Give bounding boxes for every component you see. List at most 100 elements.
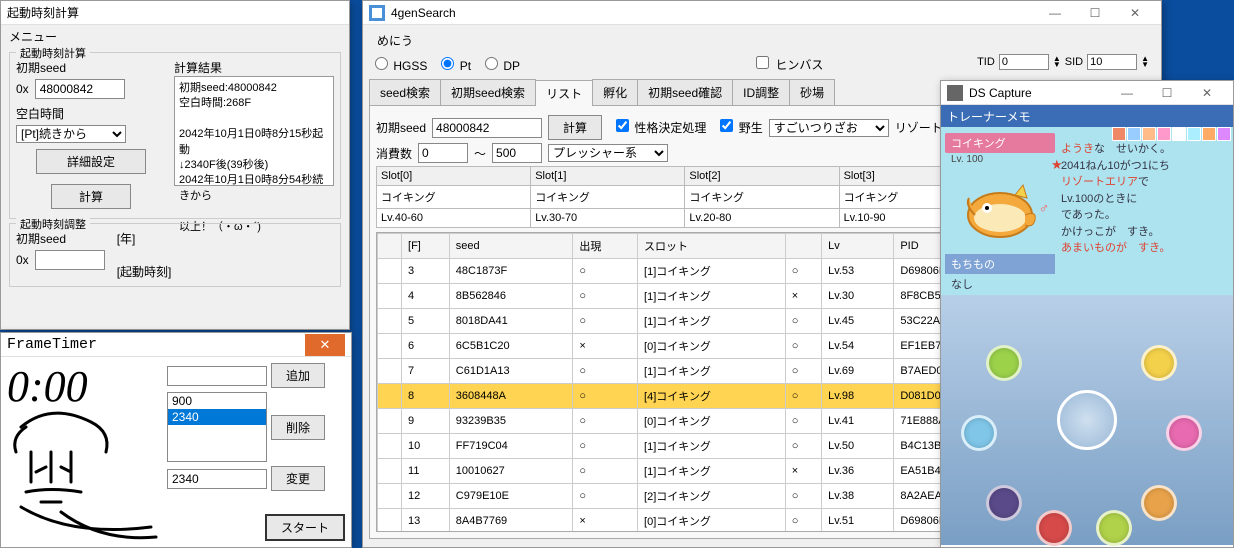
grid-cell: ○ — [573, 434, 638, 459]
menu[interactable]: めにう — [369, 29, 1155, 52]
list-item[interactable]: 2340 — [168, 409, 266, 425]
titlebar[interactable]: FrameTimer ✕ — [1, 333, 351, 357]
center-circle[interactable] — [1057, 390, 1117, 450]
menu-circle-3[interactable] — [1166, 415, 1202, 451]
grid-cell — [378, 259, 402, 284]
grid-cell: × — [573, 334, 638, 359]
grid-cell: × — [573, 509, 638, 533]
frame-input[interactable] — [167, 366, 267, 386]
add-button[interactable]: 追加 — [271, 363, 325, 388]
doodle-icon — [1, 397, 161, 547]
grid-cell: [0]コイキング — [638, 409, 786, 434]
calc-button[interactable]: 計算 — [51, 184, 131, 209]
consume-to-input[interactable] — [492, 143, 542, 163]
spinner-icon[interactable]: ▲▼ — [1141, 56, 1149, 68]
menu-circle-0[interactable] — [986, 345, 1022, 381]
change-button[interactable]: 変更 — [271, 466, 325, 491]
grid-cell — [378, 509, 402, 533]
pokemon-name: コイキング — [951, 138, 1006, 150]
grid-header[interactable] — [785, 234, 821, 259]
menu-circle-5[interactable] — [1141, 485, 1177, 521]
minimize-button[interactable]: — — [1107, 81, 1147, 105]
grid-header[interactable]: [F] — [402, 234, 450, 259]
slot-cell: Lv.30-70 — [531, 209, 685, 228]
resort-label: リゾート — [895, 119, 943, 136]
menu-circle-2[interactable] — [961, 415, 997, 451]
grid-header[interactable]: seed — [449, 234, 573, 259]
tab-1[interactable]: 初期seed検索 — [440, 79, 536, 105]
grid-cell: 11 — [402, 459, 450, 484]
detail-settings-button[interactable]: 詳細設定 — [36, 149, 146, 174]
tab-5[interactable]: ID調整 — [732, 79, 790, 105]
initial-seed-input[interactable] — [432, 118, 542, 138]
item-label: もちもの — [945, 254, 1055, 274]
grid-cell: 12 — [402, 484, 450, 509]
menu-circle-7[interactable] — [1096, 510, 1132, 546]
grid-cell: C979E10E — [449, 484, 573, 509]
nature-decide-checkbox[interactable]: 性格決定処理 — [608, 119, 706, 136]
minimize-button[interactable]: — — [1035, 1, 1075, 25]
sid-input[interactable] — [1087, 54, 1137, 70]
memo-line: 2041ねん10がつ1にち — [1061, 158, 1229, 175]
menu-circle-4[interactable] — [986, 485, 1022, 521]
blank-time-select[interactable]: [Pt]続きから — [16, 125, 126, 143]
radio-pt[interactable]: Pt — [435, 57, 471, 73]
memo-line: リゾートエリアで — [1061, 174, 1229, 191]
consume-from-input[interactable] — [418, 143, 468, 163]
fishing-select[interactable]: すごいつりざお — [769, 119, 889, 137]
start-button[interactable]: スタート — [265, 514, 345, 541]
close-button[interactable]: ✕ — [1187, 81, 1227, 105]
initial-seed-input[interactable] — [35, 79, 125, 99]
memo-text: ★ ようきな せいかく。2041ねん10がつ1にちリゾートエリアでLv.100の… — [1061, 141, 1229, 257]
hinbasu-checkbox[interactable]: ヒンバス — [736, 56, 823, 73]
tab-4[interactable]: 初期seed確認 — [637, 79, 733, 105]
wild-checkbox[interactable]: 野生 — [712, 119, 762, 136]
tid-input[interactable] — [999, 54, 1049, 70]
grid-header[interactable]: 出現 — [573, 234, 638, 259]
spinner-icon[interactable]: ▲▼ — [1053, 56, 1061, 68]
grid-header[interactable]: Lv — [822, 234, 894, 259]
grid-cell: ○ — [785, 509, 821, 533]
tab-3[interactable]: 孵化 — [592, 79, 638, 105]
close-button[interactable]: ✕ — [1115, 1, 1155, 25]
grid-header[interactable]: スロット — [638, 234, 786, 259]
pokemon-panel: コイキング Lv. 100 ♂ もちもの なし — [945, 133, 1055, 294]
tab-0[interactable]: seed検索 — [369, 79, 441, 105]
slot-header: Slot[2] — [685, 167, 839, 186]
calc-button[interactable]: 計算 — [548, 115, 602, 140]
maximize-button[interactable]: ☐ — [1147, 81, 1187, 105]
initial-seed-label: 初期seed — [376, 119, 426, 136]
tab-6[interactable]: 砂場 — [789, 79, 835, 105]
grid-cell: ○ — [785, 309, 821, 334]
radio-dp[interactable]: DP — [479, 57, 520, 73]
hex-prefix: 0x — [16, 82, 29, 96]
grid-cell: ○ — [573, 359, 638, 384]
grid-cell — [378, 334, 402, 359]
menu-circle-1[interactable] — [1141, 345, 1177, 381]
grid-cell: Lv.41 — [822, 409, 894, 434]
grid-cell: Lv.51 — [822, 509, 894, 533]
tab-2[interactable]: リスト — [535, 80, 593, 106]
close-button[interactable]: ✕ — [305, 334, 345, 356]
frame-edit-input[interactable] — [167, 469, 267, 489]
titlebar[interactable]: 起動時刻計算 — [1, 1, 349, 25]
grid-cell: 7 — [402, 359, 450, 384]
seed2-input[interactable] — [35, 250, 105, 270]
radio-hgss[interactable]: HGSS — [369, 57, 427, 73]
menu-circle-6[interactable] — [1036, 510, 1072, 546]
item-value: なし — [945, 274, 1055, 294]
grid-cell: 3 — [402, 259, 450, 284]
window-title: 4genSearch — [391, 6, 1035, 20]
titlebar[interactable]: 4genSearch — ☐ ✕ — [363, 1, 1161, 25]
titlebar[interactable]: DS Capture — ☐ ✕ — [941, 81, 1233, 105]
grid-cell — [378, 434, 402, 459]
pressure-select[interactable]: プレッシャー系 — [548, 144, 668, 162]
grid-cell — [378, 409, 402, 434]
frame-list[interactable]: 9002340 — [167, 392, 267, 462]
maximize-button[interactable]: ☐ — [1075, 1, 1115, 25]
grid-cell — [378, 309, 402, 334]
grid-header[interactable] — [378, 234, 402, 259]
list-item[interactable]: 900 — [168, 393, 266, 409]
delete-button[interactable]: 削除 — [271, 415, 325, 440]
grid-cell: Lv.54 — [822, 334, 894, 359]
